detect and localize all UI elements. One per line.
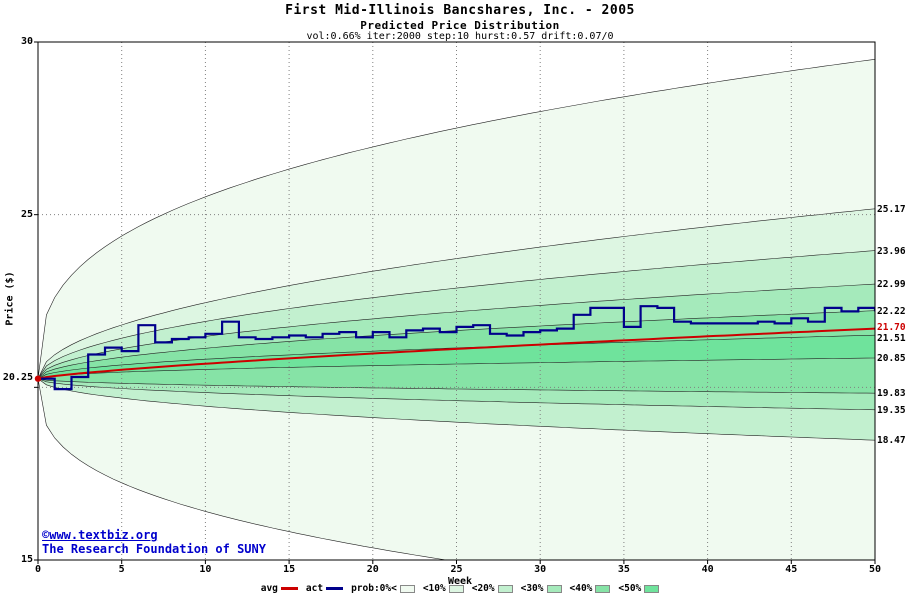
start-price-label: 20.25 [2,372,33,383]
legend-item-prob0: prob:0%< [351,583,415,594]
band-boundary-line [38,250,875,379]
right-axis-label: 23.96 [877,245,906,257]
legend-label: <50% [618,583,642,594]
right-axis-label: 21.51 [877,333,906,345]
x-tick-label: 20 [366,564,379,575]
legend-item-30: <30% [521,583,562,594]
band-boundary-line [38,378,875,411]
fan-band [38,358,875,394]
legend-swatch [326,587,344,590]
legend-label: avg [260,583,278,594]
x-tick-label: 25 [450,564,463,575]
x-tick-label: 40 [701,564,714,575]
legend-swatch [280,587,298,590]
legend-swatch [595,584,611,593]
fan-band [38,378,875,560]
fan-band [38,208,875,379]
legend-item-10: <10% [423,583,464,594]
legend-label: <40% [569,583,593,594]
right-axis-label: 22.22 [877,305,906,317]
x-axis-title: Week [447,576,473,587]
watermark-org: The Research Foundation of SUNY [42,542,266,556]
right-axis-label: 22.99 [877,279,906,291]
band-boundary-line [38,59,875,379]
legend-item-40: <40% [570,583,611,594]
y-axis-title: Price ($) [4,271,16,326]
legend-label: <10% [422,583,446,594]
right-axis-label: 25.17 [877,203,906,215]
fan-band [38,59,875,379]
chart-subtitle: Predicted Price Distribution [360,19,560,32]
legend-item-avg: avg [261,583,298,594]
fan-band [38,310,875,379]
legend-label: act [305,583,324,594]
legend-label: prob:0%< [351,583,397,594]
x-tick-label: 30 [534,564,547,575]
legend: avg act prob:0%< <10% <20% <30% <40% <50% [0,583,920,594]
legend-swatch [448,584,464,593]
band-boundary-line [38,378,875,394]
act-line [38,305,875,391]
band-boundary-line [38,378,449,560]
plot-area [38,42,875,560]
legend-swatch [546,584,562,593]
legend-label: <30% [520,583,544,594]
legend-item-50: <50% [618,583,660,594]
y-tick-label: 30 [20,36,33,47]
right-axis-label: 21.70 [877,321,906,333]
x-tick-label: 5 [118,564,125,575]
right-axis-label: 18.47 [877,435,906,447]
chart-title: First Mid-Illinois Bancshares, Inc. - 20… [285,3,635,18]
watermark: ©www.textbiz.org The Research Foundation… [42,528,266,556]
x-tick-label: 15 [283,564,296,575]
y-tick-label: 25 [20,208,33,220]
fan-band [38,378,875,441]
x-tick-label: 0 [34,564,42,575]
avg-line [38,327,875,380]
legend-swatch [644,584,660,593]
right-axis-label: 20.85 [877,352,906,364]
fan-band [38,335,875,379]
x-tick-label: 10 [199,564,212,575]
right-axis-label: 19.35 [877,404,906,416]
x-tick-label: 50 [868,564,882,575]
legend-swatch [399,584,415,593]
x-tick-label: 45 [785,564,798,575]
legend-label: <20% [471,583,495,594]
legend-swatch [497,584,513,593]
y-tick-label: 15 [20,554,33,565]
watermark-site-link[interactable]: ©www.textbiz.org [42,528,158,542]
legend-item-20: <20% [472,583,513,594]
simulation-params: vol:0.66% iter:2000 step:10 hurst:0.57 d… [306,31,614,42]
start-marker [34,375,42,382]
right-axis-label: 19.83 [877,388,906,400]
band-boundary-line [38,357,875,379]
legend-item-act: act [305,583,344,594]
x-tick-label: 35 [617,564,630,575]
fan-band [38,250,875,379]
